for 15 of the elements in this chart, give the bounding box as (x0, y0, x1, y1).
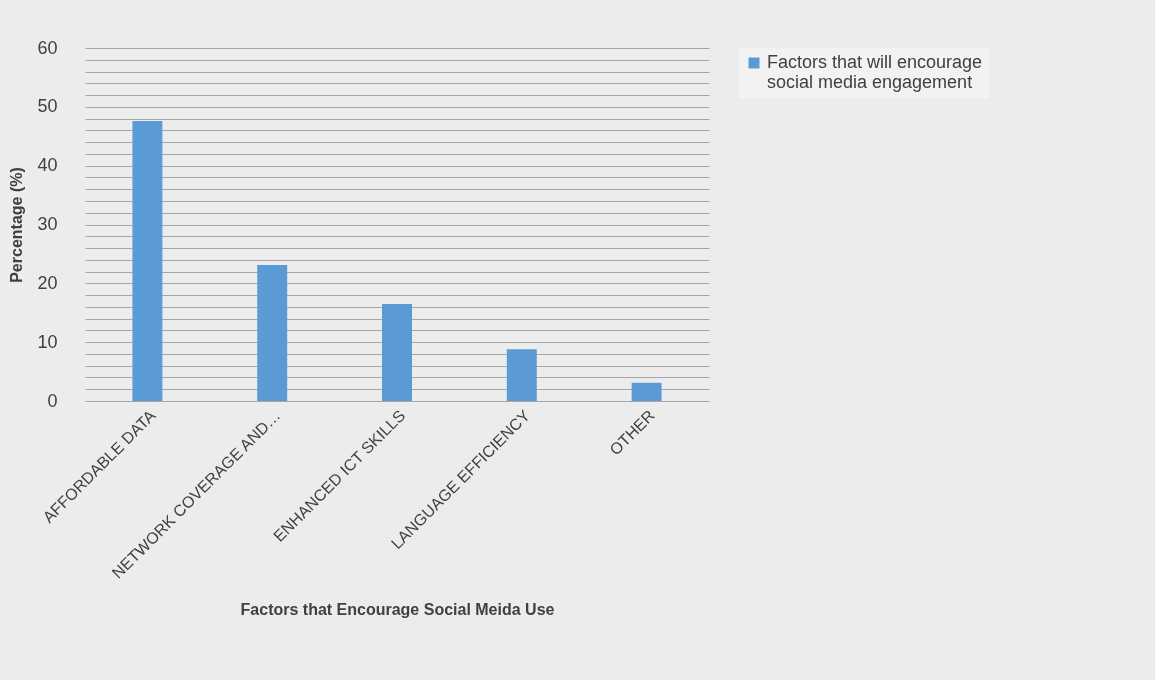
x-axis-title: Factors that Encourage Social Meida Use (240, 601, 555, 619)
y-tick-label: 50 (37, 96, 58, 117)
y-tick-label: 60 (37, 37, 58, 58)
bar (257, 265, 288, 401)
y-tick-label: 30 (37, 214, 58, 234)
bar (506, 349, 537, 401)
y-tick-label: 0 (47, 390, 58, 411)
y-tick-label: 40 (37, 155, 58, 176)
legend-label: Factors that will encourage social media engagement (767, 52, 983, 92)
y-tick-label: 10 (37, 331, 58, 352)
bar (132, 120, 163, 401)
bar (382, 303, 412, 401)
y-tick-label: 20 (37, 272, 58, 293)
y-axis-title: Percentage (%) (8, 167, 26, 283)
bar (631, 382, 662, 401)
